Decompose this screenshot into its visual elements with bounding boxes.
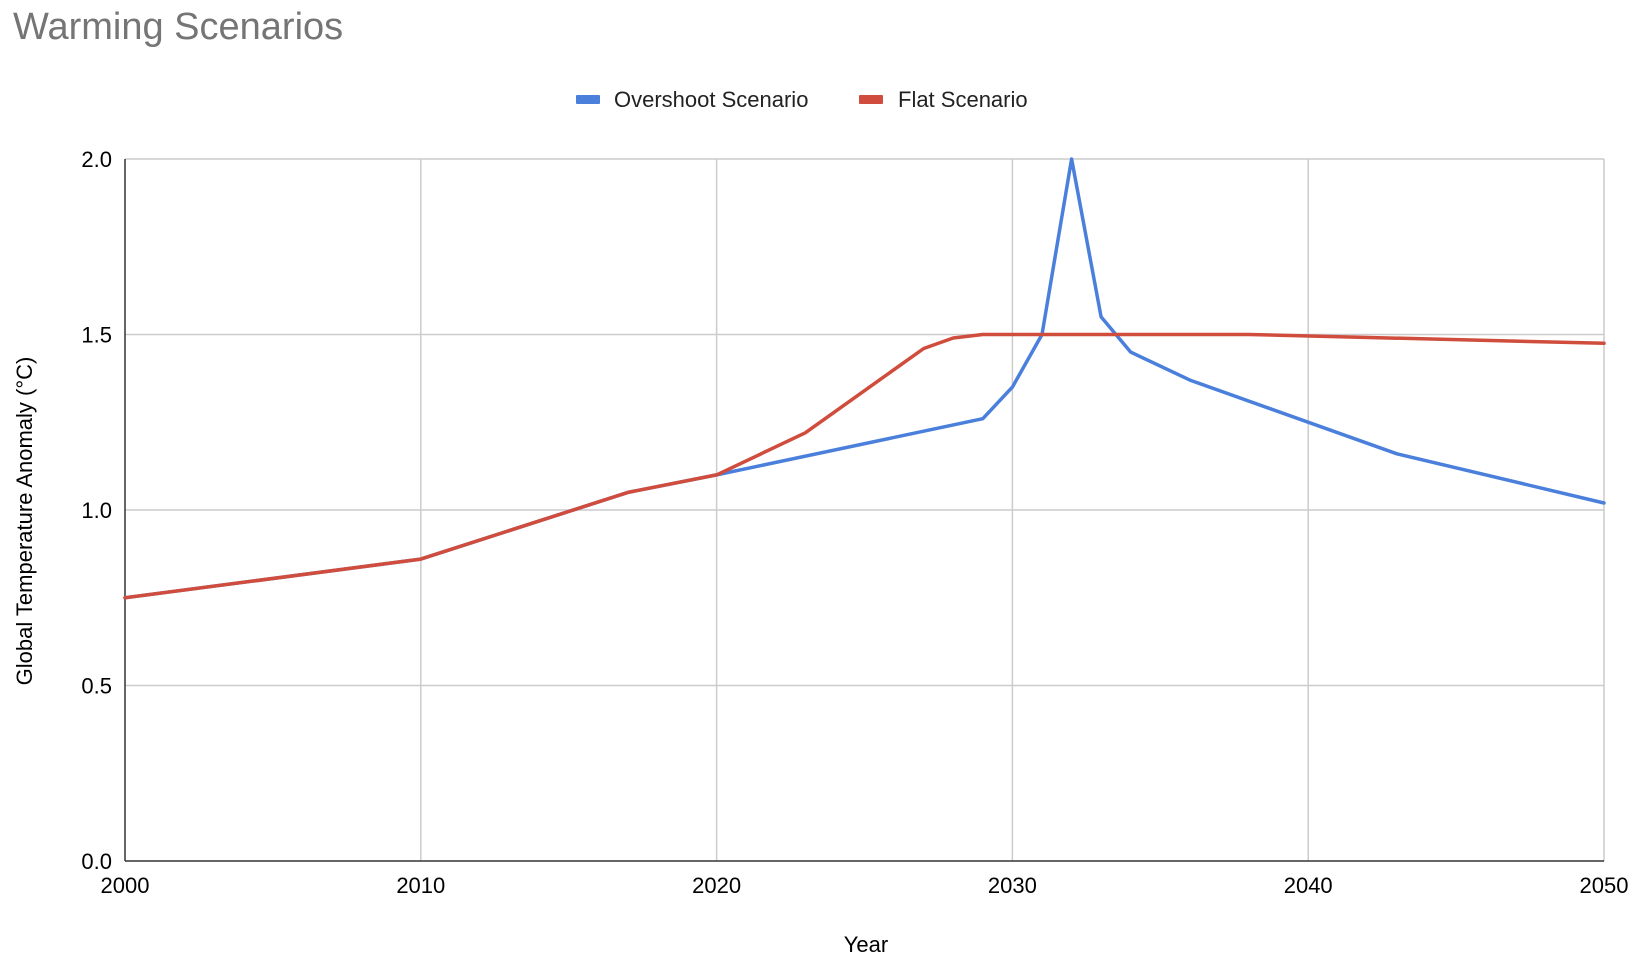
x-tick-label: 2030	[988, 873, 1037, 898]
chart-title: Warming Scenarios	[13, 6, 344, 48]
y-tick-label: 1.0	[81, 498, 112, 523]
legend-swatch-overshoot	[576, 95, 600, 104]
y-axis-label: Global Temperature Anomaly (°C)	[12, 357, 37, 686]
legend: Overshoot Scenario Flat Scenario	[576, 87, 1028, 112]
y-tick-label: 0.5	[81, 674, 112, 699]
x-tick-labels: 2000 2010 2020 2030 2040 2050	[101, 873, 1629, 898]
series-line-overshoot-scenario	[123, 157, 1606, 600]
x-tick-label: 2020	[692, 873, 741, 898]
series-line-flat-scenario	[123, 332, 1606, 600]
y-tick-labels: 0.0 0.5 1.0 1.5 2.0	[81, 147, 112, 874]
legend-label-flat: Flat Scenario	[898, 87, 1028, 112]
series-lines	[123, 157, 1606, 600]
y-tick-label: 2.0	[81, 147, 112, 172]
x-tick-label: 2040	[1284, 873, 1333, 898]
x-tick-label: 2010	[396, 873, 445, 898]
axes	[124, 159, 1604, 862]
x-axis-label: Year	[844, 932, 888, 957]
legend-item-flat[interactable]: Flat Scenario	[859, 87, 1028, 112]
legend-item-overshoot[interactable]: Overshoot Scenario	[576, 87, 808, 112]
legend-swatch-flat	[859, 95, 883, 104]
y-tick-label: 0.0	[81, 849, 112, 874]
y-tick-label: 1.5	[81, 323, 112, 348]
x-tick-label: 2050	[1580, 873, 1629, 898]
legend-label-overshoot: Overshoot Scenario	[614, 87, 808, 112]
x-tick-label: 2000	[101, 873, 150, 898]
gridlines	[125, 158, 1605, 861]
